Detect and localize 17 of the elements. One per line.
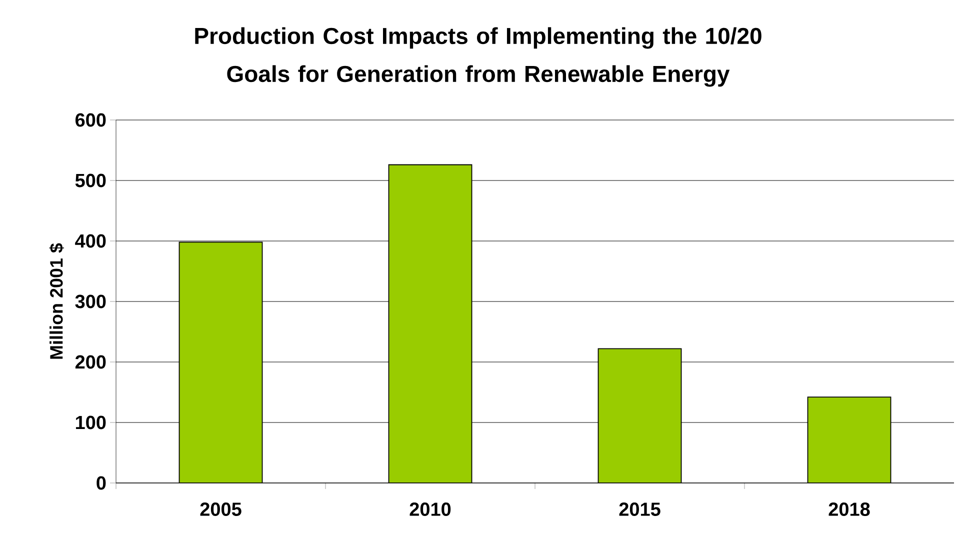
y-axis-title: Million 2001 $ — [49, 243, 64, 359]
y-tick-label: 500 — [75, 174, 106, 188]
x-tick-label: 2010 — [410, 502, 451, 516]
y-tick-label: 0 — [96, 476, 106, 490]
bar — [807, 396, 892, 483]
bar — [598, 348, 682, 483]
y-tick-label: 200 — [75, 355, 106, 369]
x-tick-label: 2018 — [828, 502, 870, 516]
y-tick-label: 400 — [75, 234, 106, 248]
y-tick-label: 300 — [75, 294, 106, 308]
bar — [178, 242, 263, 483]
chart-title: Production Cost Impacts of Implementing the 10/20 Goals for Generation from Renewable Energy — [195, 27, 762, 87]
x-tick-label: 2015 — [619, 502, 660, 516]
x-tick-label: 2005 — [200, 502, 242, 516]
y-tick-label: 100 — [76, 416, 106, 430]
y-tick-label: 600 — [75, 113, 106, 127]
bar — [388, 164, 472, 483]
